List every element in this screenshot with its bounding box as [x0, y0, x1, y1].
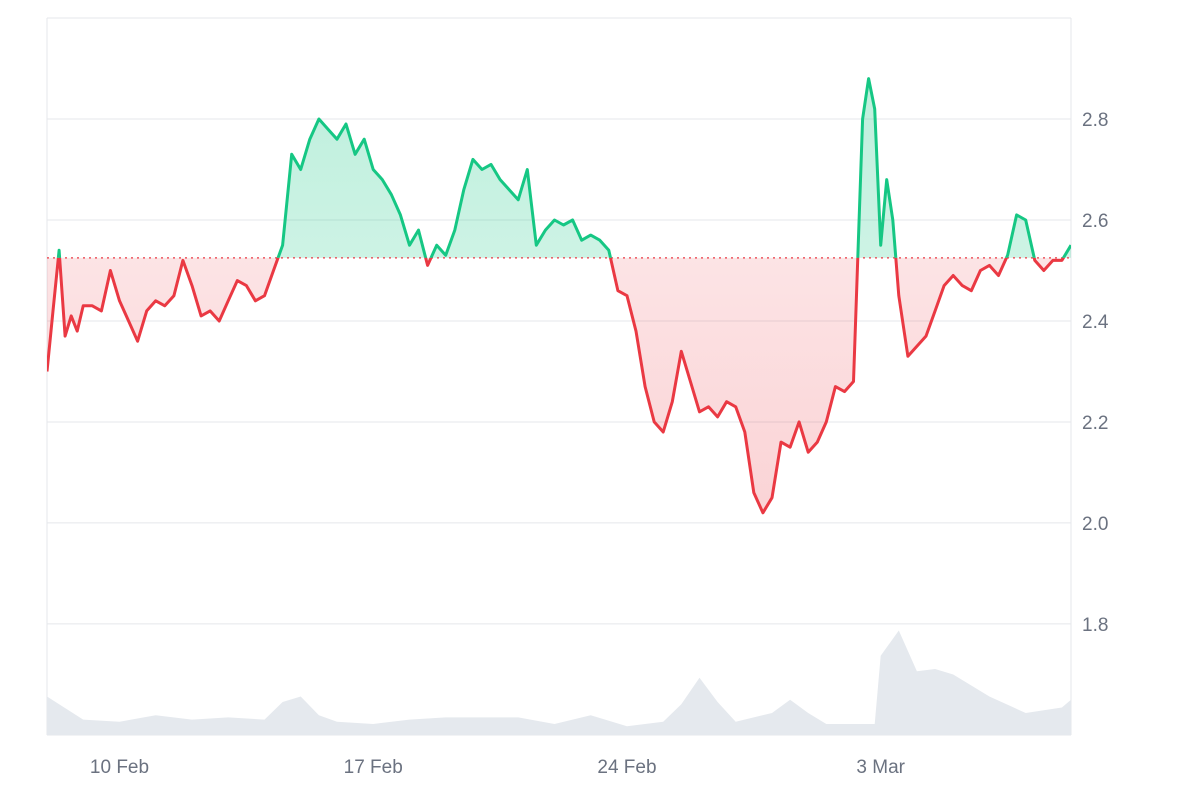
below-baseline-fill — [47, 257, 1071, 513]
y-tick-label: 2.6 — [1082, 211, 1108, 232]
area-fill-layer — [47, 78, 1071, 513]
y-tick-label: 1.8 — [1082, 615, 1108, 636]
price-line-layer — [47, 77, 1071, 515]
x-tick-label: 10 Feb — [90, 757, 149, 778]
y-tick-label: 2.2 — [1082, 413, 1108, 434]
x-tick-label: 17 Feb — [344, 757, 403, 778]
y-tick-label: 2.0 — [1082, 514, 1108, 535]
x-tick-label: 24 Feb — [597, 757, 656, 778]
x-axis-labels: 10 Feb 17 Feb 24 Feb 3 Mar — [90, 757, 906, 778]
y-tick-label: 2.4 — [1082, 312, 1109, 333]
price-line-above — [56, 77, 1071, 258]
x-tick-label: 3 Mar — [856, 757, 905, 778]
volume-layer — [47, 630, 1071, 735]
price-line-below — [47, 257, 1066, 515]
above-baseline-fill — [58, 78, 1071, 258]
volume-area — [47, 630, 1071, 735]
y-tick-label: 2.8 — [1082, 110, 1108, 131]
y-axis-labels: 1.8 2.0 2.2 2.4 2.6 2.8 — [1082, 110, 1109, 636]
grid-layer — [46, 17, 1072, 736]
